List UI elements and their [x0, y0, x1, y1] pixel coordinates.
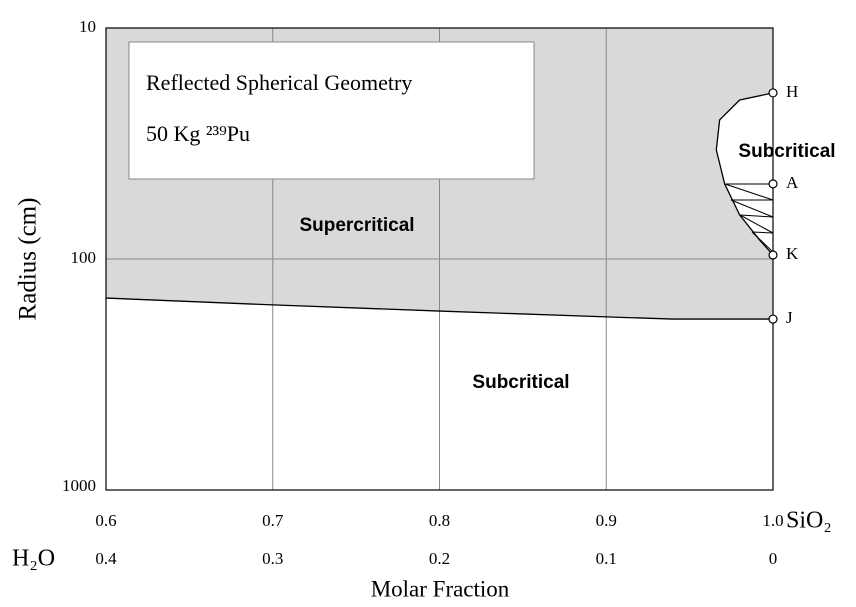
x2-axis-name: H₂O: [12, 546, 55, 572]
point-label: A: [786, 173, 799, 192]
y-tick-label: 1000: [62, 476, 96, 495]
x-tick-label: 0.8: [429, 511, 450, 530]
x2-tick-label: 0.3: [262, 549, 283, 568]
x-tick-label: 0.9: [596, 511, 617, 530]
x-tick-label: 1.0: [762, 511, 783, 530]
x2-tick-label: 0.4: [95, 549, 117, 568]
x2-tick-label: 0: [769, 549, 778, 568]
series-line: [715, 92, 774, 256]
x-tick-label: 0.7: [262, 511, 284, 530]
hatching: [724, 183, 774, 253]
x-axis-label: Molar Fraction: [371, 576, 510, 601]
x2-tick-label: 0.1: [596, 549, 617, 568]
region-label: Subcritical: [738, 141, 835, 162]
x-axis-name: SiO₂: [786, 508, 832, 534]
x-tick-label: 0.6: [95, 511, 116, 530]
subcritical-bubble: [716, 92, 773, 256]
y-tick-label: 10: [79, 17, 96, 36]
point-marker: [768, 314, 778, 324]
point-marker: [768, 88, 778, 98]
y-tick-label: 100: [71, 248, 97, 267]
y-axis-label: Radius (cm): [15, 198, 42, 321]
annotation: 50 Kg ²³⁹Pu: [146, 121, 250, 146]
point-marker: [768, 250, 778, 260]
series-line: [105, 297, 773, 320]
annotation-box: [128, 41, 535, 180]
region-label: Supercritical: [299, 215, 414, 236]
point-label: H: [786, 82, 798, 101]
point-label: K: [786, 244, 799, 263]
region-label: Subcritical: [472, 372, 569, 393]
x2-tick-label: 0.2: [429, 549, 450, 568]
point-label: J: [786, 308, 793, 327]
annotation: Reflected Spherical Geometry: [146, 70, 412, 95]
point-marker: [768, 179, 778, 189]
